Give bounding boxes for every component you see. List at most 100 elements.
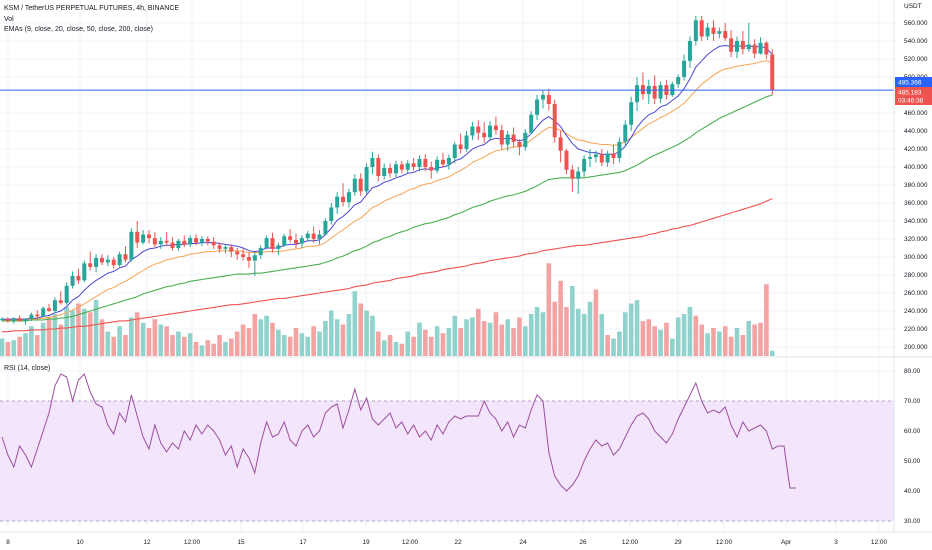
candle[interactable] (5, 317, 10, 323)
candle[interactable] (176, 239, 181, 251)
candle[interactable] (670, 81, 675, 97)
candle[interactable] (658, 81, 663, 104)
candle[interactable] (617, 137, 622, 163)
candle[interactable] (705, 23, 710, 41)
candle[interactable] (582, 155, 587, 177)
candle[interactable] (23, 318, 28, 325)
candle[interactable] (188, 235, 193, 248)
candle[interactable] (41, 306, 46, 318)
candle[interactable] (535, 95, 540, 121)
candle[interactable] (29, 312, 34, 321)
candle[interactable] (323, 218, 328, 236)
candle[interactable] (229, 244, 234, 257)
candle[interactable] (629, 96, 634, 131)
candle[interactable] (123, 246, 128, 263)
candle[interactable] (652, 75, 657, 104)
candle[interactable] (223, 244, 228, 254)
candle[interactable] (352, 174, 357, 196)
candle[interactable] (693, 15, 698, 46)
candle[interactable] (305, 230, 310, 242)
candle[interactable] (17, 315, 22, 322)
candle[interactable] (288, 229, 293, 243)
candle[interactable] (470, 122, 475, 140)
candle[interactable] (199, 236, 204, 247)
rsi-legend[interactable]: RSI (14, close) (4, 365, 50, 372)
candle[interactable] (294, 233, 298, 248)
symbol-legend[interactable]: KSM / TetherUS PERPETUAL FUTURES, 4h, BI… (4, 5, 179, 12)
vol-legend[interactable]: Vol (4, 16, 14, 23)
candle[interactable] (258, 245, 263, 259)
candle[interactable] (194, 234, 199, 246)
candle[interactable] (341, 183, 346, 207)
candle[interactable] (429, 161, 434, 179)
candle[interactable] (546, 88, 551, 111)
candle[interactable] (141, 230, 146, 245)
candle[interactable] (717, 27, 722, 39)
candle[interactable] (452, 141, 457, 164)
candle[interactable] (558, 131, 563, 163)
candle[interactable] (458, 133, 463, 154)
candle[interactable] (687, 36, 692, 69)
candle[interactable] (147, 230, 151, 244)
candle[interactable] (599, 149, 604, 167)
ema-legend[interactable]: EMAs (9, close, 20, close, 50, close, 20… (4, 26, 153, 33)
candle[interactable] (746, 23, 751, 52)
candle[interactable] (441, 152, 445, 167)
candle[interactable] (264, 235, 269, 249)
candle[interactable] (246, 252, 251, 268)
candle[interactable] (164, 231, 169, 247)
candle[interactable] (529, 111, 534, 134)
candle[interactable] (399, 160, 404, 174)
candle[interactable] (588, 149, 592, 167)
candle[interactable] (317, 230, 322, 245)
candle[interactable] (370, 151, 375, 175)
candle[interactable] (64, 282, 69, 305)
candle[interactable] (0, 317, 4, 322)
candle[interactable] (129, 228, 134, 262)
candle[interactable] (435, 156, 440, 174)
candle[interactable] (423, 154, 428, 172)
candle[interactable] (170, 237, 175, 251)
candle[interactable] (729, 30, 734, 58)
candle[interactable] (593, 150, 598, 163)
candle[interactable] (511, 127, 516, 148)
candle[interactable] (235, 248, 240, 260)
candle[interactable] (82, 260, 87, 283)
candle[interactable] (376, 154, 381, 182)
candle[interactable] (611, 144, 616, 165)
candle[interactable] (76, 268, 81, 284)
candle[interactable] (640, 72, 645, 100)
candle[interactable] (605, 150, 610, 167)
candle[interactable] (417, 155, 422, 172)
time-axis[interactable]: 8 10 12 12:00 15 17 19 12:00 22 24 26 12:00 29 12:00 A… (6, 539, 887, 546)
candle[interactable] (111, 257, 116, 269)
candle[interactable] (446, 154, 451, 170)
candle[interactable] (752, 39, 757, 59)
candle[interactable] (117, 251, 122, 267)
candle[interactable] (676, 74, 681, 88)
candle[interactable] (105, 255, 110, 266)
candle[interactable] (211, 237, 216, 249)
candle[interactable] (11, 317, 16, 324)
candle[interactable] (476, 120, 481, 140)
candle[interactable] (158, 237, 163, 249)
candle[interactable] (52, 297, 57, 313)
candle[interactable] (552, 99, 557, 143)
candle[interactable] (182, 235, 187, 248)
candle[interactable] (358, 173, 363, 196)
candle[interactable] (311, 226, 316, 243)
candle[interactable] (47, 303, 52, 312)
candle[interactable] (270, 232, 275, 253)
candle[interactable] (711, 20, 716, 41)
candle[interactable] (299, 235, 304, 248)
candle[interactable] (570, 165, 575, 193)
candle[interactable] (241, 248, 246, 261)
candle[interactable] (740, 31, 745, 55)
candle[interactable] (364, 163, 369, 194)
candle[interactable] (623, 120, 628, 146)
candle[interactable] (152, 231, 157, 248)
candle[interactable] (464, 131, 469, 152)
candle[interactable] (252, 251, 257, 276)
candle[interactable] (205, 236, 210, 246)
candle[interactable] (135, 221, 140, 248)
